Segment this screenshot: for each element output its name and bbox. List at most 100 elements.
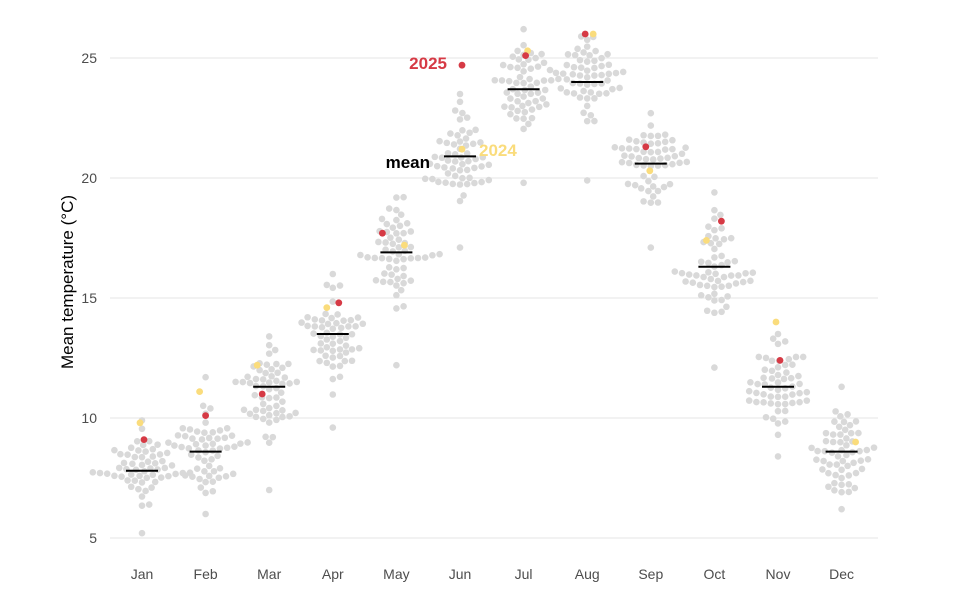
historical-point-dec	[832, 471, 839, 479]
historical-point-apr	[337, 324, 345, 332]
historical-point-dec	[831, 487, 838, 494]
historical-point-jan	[157, 474, 165, 481]
historical-point-feb	[174, 432, 182, 439]
historical-point-aug	[616, 84, 623, 92]
historical-point-dec	[833, 461, 841, 468]
historical-point-sep	[649, 193, 657, 200]
historical-point-dec	[808, 444, 815, 452]
historical-point-feb	[195, 454, 202, 461]
historical-point-sep	[676, 159, 683, 167]
historical-point-feb	[209, 429, 217, 436]
historical-point-dec	[844, 462, 851, 470]
historical-point-jun	[460, 192, 467, 199]
historical-point-may	[397, 211, 405, 218]
historical-point-oct	[742, 269, 749, 277]
mean-series	[126, 81, 858, 472]
historical-point-nov	[745, 397, 753, 404]
point-2025-jan	[140, 436, 148, 443]
historical-point-apr	[316, 357, 323, 365]
historical-point-feb	[179, 424, 187, 432]
historical-point-sep	[631, 181, 639, 189]
historical-point-jun	[450, 141, 458, 148]
historical-point-nov	[789, 391, 796, 398]
historical-point-mar	[268, 365, 275, 373]
historical-point-may	[400, 272, 407, 280]
historical-point-jul	[520, 25, 527, 33]
historical-point-oct	[682, 278, 689, 285]
historical-point-feb	[214, 452, 221, 460]
historical-point-jan	[145, 501, 153, 508]
x-tick-label: Jan	[131, 566, 154, 582]
historical-point-nov	[780, 375, 788, 383]
historical-point-mar	[273, 402, 280, 410]
historical-point-apr	[311, 323, 319, 330]
historical-point-jun	[456, 197, 464, 205]
historical-point-jan	[138, 453, 146, 461]
historical-point-may	[400, 255, 407, 263]
historical-point-dec	[856, 447, 863, 455]
historical-point-aug	[563, 76, 571, 83]
historical-point-jun	[451, 172, 459, 180]
historical-point-apr	[322, 310, 329, 318]
historical-point-oct	[724, 293, 731, 300]
historical-point-jul	[543, 101, 550, 108]
historical-point-jan	[111, 446, 118, 454]
historical-point-dec	[837, 413, 844, 420]
historical-point-jun	[459, 160, 466, 168]
historical-point-jun	[463, 150, 471, 157]
historical-point-feb	[228, 432, 236, 439]
historical-point-oct	[685, 271, 693, 278]
historical-point-feb	[193, 428, 201, 435]
historical-point-feb	[216, 427, 224, 434]
historical-point-sep	[654, 148, 662, 156]
historical-point-mar	[268, 372, 275, 380]
historical-point-jan	[149, 471, 157, 479]
historical-point-dec	[822, 437, 830, 445]
historical-point-apr	[348, 330, 356, 338]
historical-point-dec	[845, 472, 853, 479]
historical-point-feb	[202, 489, 209, 497]
historical-point-mar	[262, 369, 269, 377]
historical-point-feb	[209, 440, 217, 448]
historical-point-oct	[725, 282, 733, 290]
historical-point-jul	[507, 95, 514, 102]
point-2025-nov	[776, 357, 784, 364]
historical-point-jun	[456, 138, 464, 145]
historical-point-jan	[154, 441, 161, 448]
y-tick-label: 5	[89, 530, 97, 546]
historical-point-jul	[535, 103, 543, 111]
historical-point-aug	[563, 89, 571, 96]
historical-point-mar	[259, 400, 267, 408]
historical-point-oct	[689, 279, 697, 286]
historical-point-nov	[774, 407, 782, 415]
historical-point-dec	[843, 435, 850, 442]
historical-point-mar	[265, 394, 273, 402]
historical-point-jul	[533, 79, 541, 87]
historical-point-jul	[513, 115, 520, 122]
historical-point-jun	[449, 165, 457, 172]
historical-point-may	[393, 291, 400, 299]
historical-point-jul	[540, 59, 548, 67]
historical-point-feb	[209, 447, 217, 454]
historical-point-jan	[143, 474, 151, 482]
historical-point-nov	[769, 415, 777, 423]
historical-point-may	[397, 286, 405, 294]
historical-point-dec	[814, 447, 821, 455]
historical-point-apr	[323, 329, 331, 337]
historical-point-dec	[813, 456, 820, 464]
historical-point-may	[387, 278, 394, 286]
historical-point-jun	[485, 161, 493, 169]
historical-point-may	[379, 278, 387, 286]
historical-point-aug	[603, 90, 610, 97]
historical-point-aug	[570, 90, 578, 97]
historical-point-dec	[831, 418, 838, 426]
historical-point-apr	[329, 424, 337, 431]
historical-point-dec	[820, 457, 827, 465]
historical-point-may	[407, 277, 415, 284]
historical-point-nov	[760, 391, 767, 398]
historical-point-jan	[129, 460, 136, 468]
historical-point-dec	[825, 483, 832, 491]
historical-point-apr	[342, 334, 350, 342]
historical-point-oct	[700, 273, 707, 281]
historical-point-jan	[145, 437, 153, 445]
